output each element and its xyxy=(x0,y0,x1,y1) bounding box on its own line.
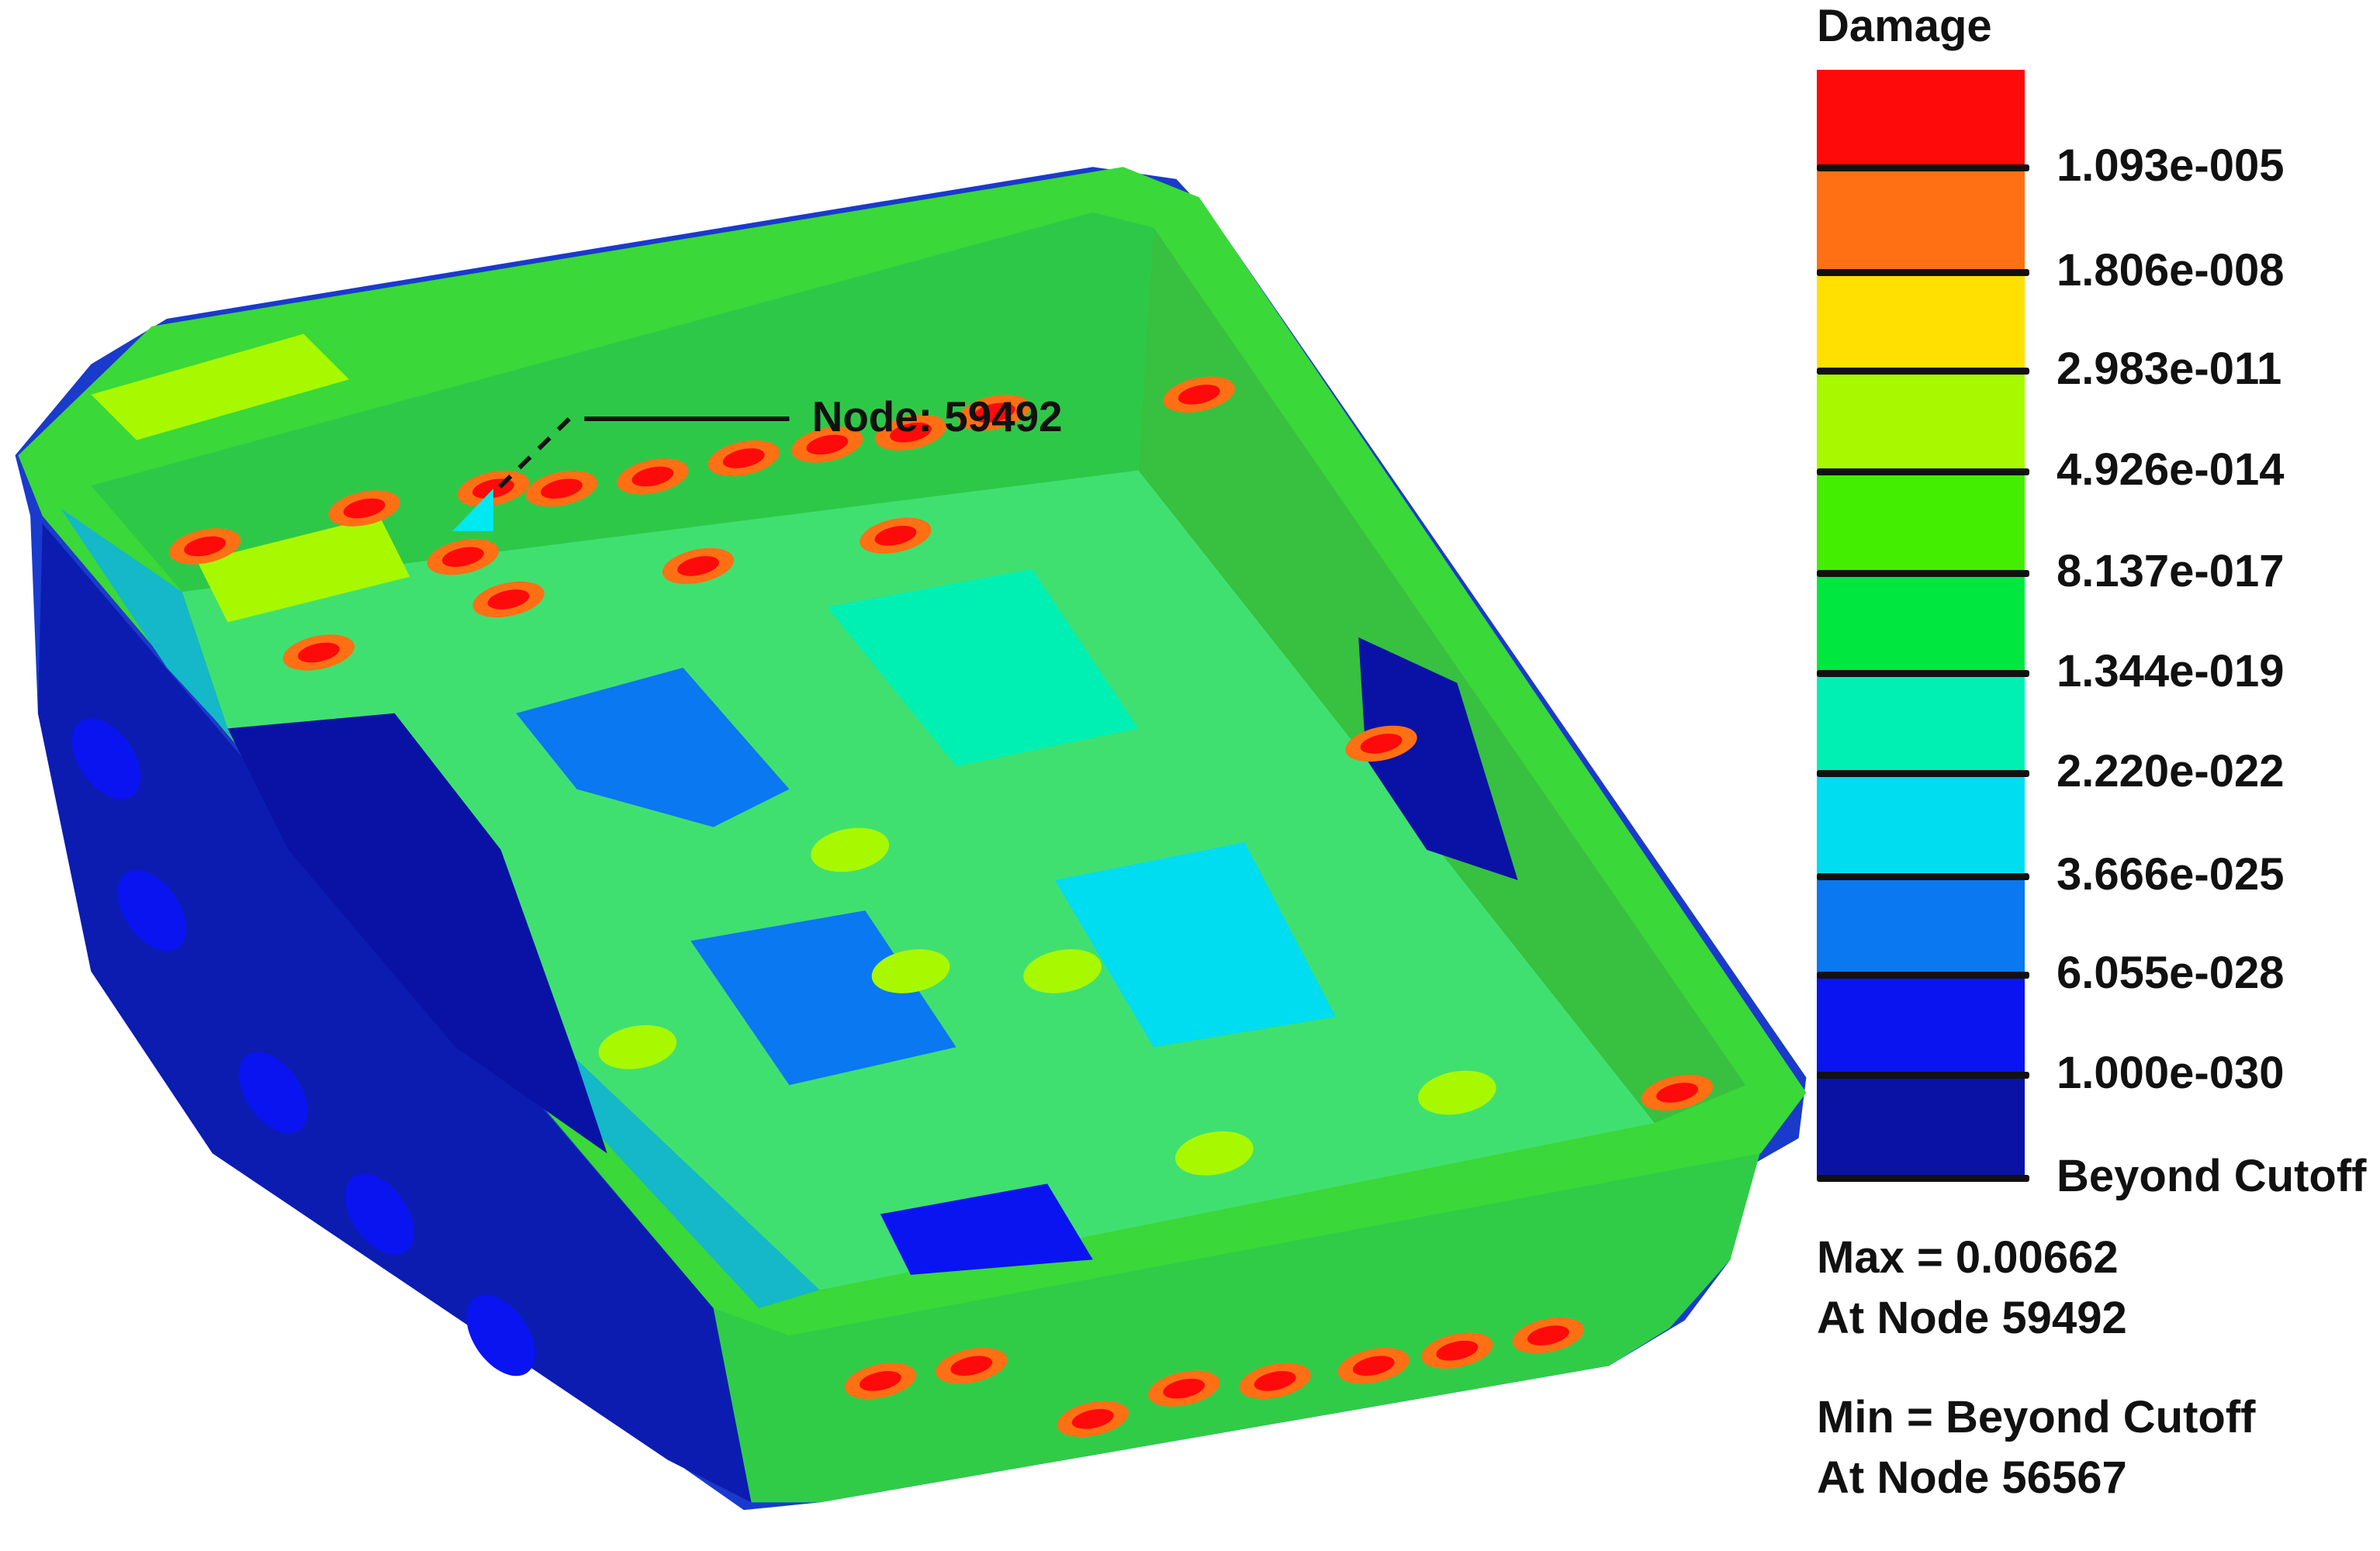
damage-hotspot-core xyxy=(890,422,932,443)
damage-hotspot-core xyxy=(1436,1340,1479,1361)
damage-contour xyxy=(1023,949,1102,993)
low-damage-patch xyxy=(1358,637,1518,881)
damage-hotspot-core xyxy=(1163,1378,1206,1399)
legend-separator xyxy=(1817,368,2029,375)
damage-contour xyxy=(238,1052,308,1134)
legend-level-label: 1.344e-019 xyxy=(2057,646,2285,696)
damage-hotspot-core xyxy=(1178,384,1220,405)
floor-pad xyxy=(1054,842,1336,1048)
tray-floor xyxy=(182,470,1655,1290)
damage-hotspot-core xyxy=(1360,734,1403,754)
legend-band xyxy=(1817,774,2025,877)
floor-pad xyxy=(516,668,790,827)
damage-hotspot-core xyxy=(343,498,386,519)
legend-separator xyxy=(1817,670,2029,677)
legend-band xyxy=(1817,168,2025,273)
legend-band xyxy=(1817,273,2025,371)
legend-separator xyxy=(1817,468,2029,475)
damage-contour xyxy=(598,1024,677,1069)
right-wall xyxy=(1138,227,1746,1124)
legend-level-label: 3.666e-025 xyxy=(2057,849,2285,900)
damage-hotspot-core xyxy=(631,466,674,487)
legend-band xyxy=(1817,371,2025,472)
damage-contour xyxy=(71,718,141,800)
floor-pad xyxy=(690,910,956,1086)
damage-hotspot-core xyxy=(677,556,719,576)
node-label: Node: 59492 xyxy=(812,392,1063,440)
legend-level-label: 1.093e-005 xyxy=(2057,140,2285,191)
damage-contour xyxy=(344,1173,414,1255)
damage-contour xyxy=(466,1294,536,1377)
damage-hotspot-core xyxy=(1254,1371,1296,1391)
damage-hotspot-core xyxy=(184,536,227,557)
min-node: At Node 56567 xyxy=(1817,1453,2127,1503)
legend-band xyxy=(1817,70,2025,168)
floor-pad xyxy=(827,568,1139,767)
legend-separator xyxy=(1817,873,2029,880)
legend-separator xyxy=(1817,570,2029,577)
legend-separator xyxy=(1817,164,2029,171)
damage-contour xyxy=(1174,1131,1254,1176)
damage-contour xyxy=(871,949,950,993)
left-inner-wall xyxy=(61,508,820,1308)
legend-band xyxy=(1817,1076,2025,1179)
floor-pad xyxy=(880,1183,1093,1275)
damage-hotspot-core xyxy=(806,434,849,455)
damage-hotspot-core xyxy=(1527,1325,1569,1345)
max-node: At Node 59492 xyxy=(1817,1293,2127,1343)
min-value: Min = Beyond Cutoff xyxy=(1817,1392,2256,1442)
legend-title: Damage xyxy=(1817,1,1992,51)
legend-separator xyxy=(1817,770,2029,777)
legend-level-label: 1.000e-030 xyxy=(2057,1048,2285,1098)
damage-hotspot-core xyxy=(297,642,340,663)
damage-hotspot-core xyxy=(859,1371,901,1391)
legend-band xyxy=(1817,877,2025,976)
damage-hotspot-core xyxy=(950,1356,993,1377)
damage-contour xyxy=(117,870,187,952)
damage-hotspot-core xyxy=(722,448,765,468)
damage-hotspot-core xyxy=(487,589,530,610)
damage-hotspot-core xyxy=(973,402,1015,423)
rim-contour xyxy=(91,333,350,440)
legend-band xyxy=(1817,574,2025,674)
legend-level-label: 2.983e-011 xyxy=(2057,344,2282,394)
damage-contour xyxy=(1418,1070,1496,1115)
legend-separator xyxy=(1817,972,2029,979)
legend-level-label: Beyond Cutoff xyxy=(2057,1151,2367,1201)
tray-part xyxy=(15,167,1807,1511)
node-annotation: Node: 59492 xyxy=(452,392,1063,531)
damage-hotspot-core xyxy=(441,547,484,568)
legend-separator xyxy=(1817,1072,2029,1079)
damage-hotspot-core xyxy=(1071,1408,1114,1429)
legend-level-label: 4.926e-014 xyxy=(2057,444,2285,495)
color-legend-bar xyxy=(1817,70,2029,1182)
max-value: Max = 0.00662 xyxy=(1817,1232,2119,1283)
legend-band xyxy=(1817,674,2025,774)
low-damage-patch xyxy=(227,713,607,1154)
legend-band xyxy=(1817,976,2025,1076)
damage-hotspot-core xyxy=(541,478,583,499)
legend-separator xyxy=(1817,269,2029,276)
damage-contour xyxy=(811,827,890,872)
damage-hotspot-core xyxy=(874,525,917,546)
rim-contour xyxy=(197,516,410,623)
left-outer-wall xyxy=(37,523,752,1503)
legend-level-label: 8.137e-017 xyxy=(2057,546,2285,596)
legend-band xyxy=(1817,472,2025,574)
contour-blobs xyxy=(71,333,1714,1437)
damage-hotspot-core xyxy=(1656,1083,1698,1103)
legend-separator xyxy=(1817,1175,2029,1182)
legend-level-label: 2.220e-022 xyxy=(2057,746,2285,796)
leader-line-dashed xyxy=(491,417,571,496)
damage-hotspot-core xyxy=(1352,1356,1395,1377)
legend-level-label: 6.055e-028 xyxy=(2057,948,2285,998)
bottom-outer-wall xyxy=(713,1150,1761,1503)
legend-level-label: 1.806e-008 xyxy=(2057,245,2285,295)
